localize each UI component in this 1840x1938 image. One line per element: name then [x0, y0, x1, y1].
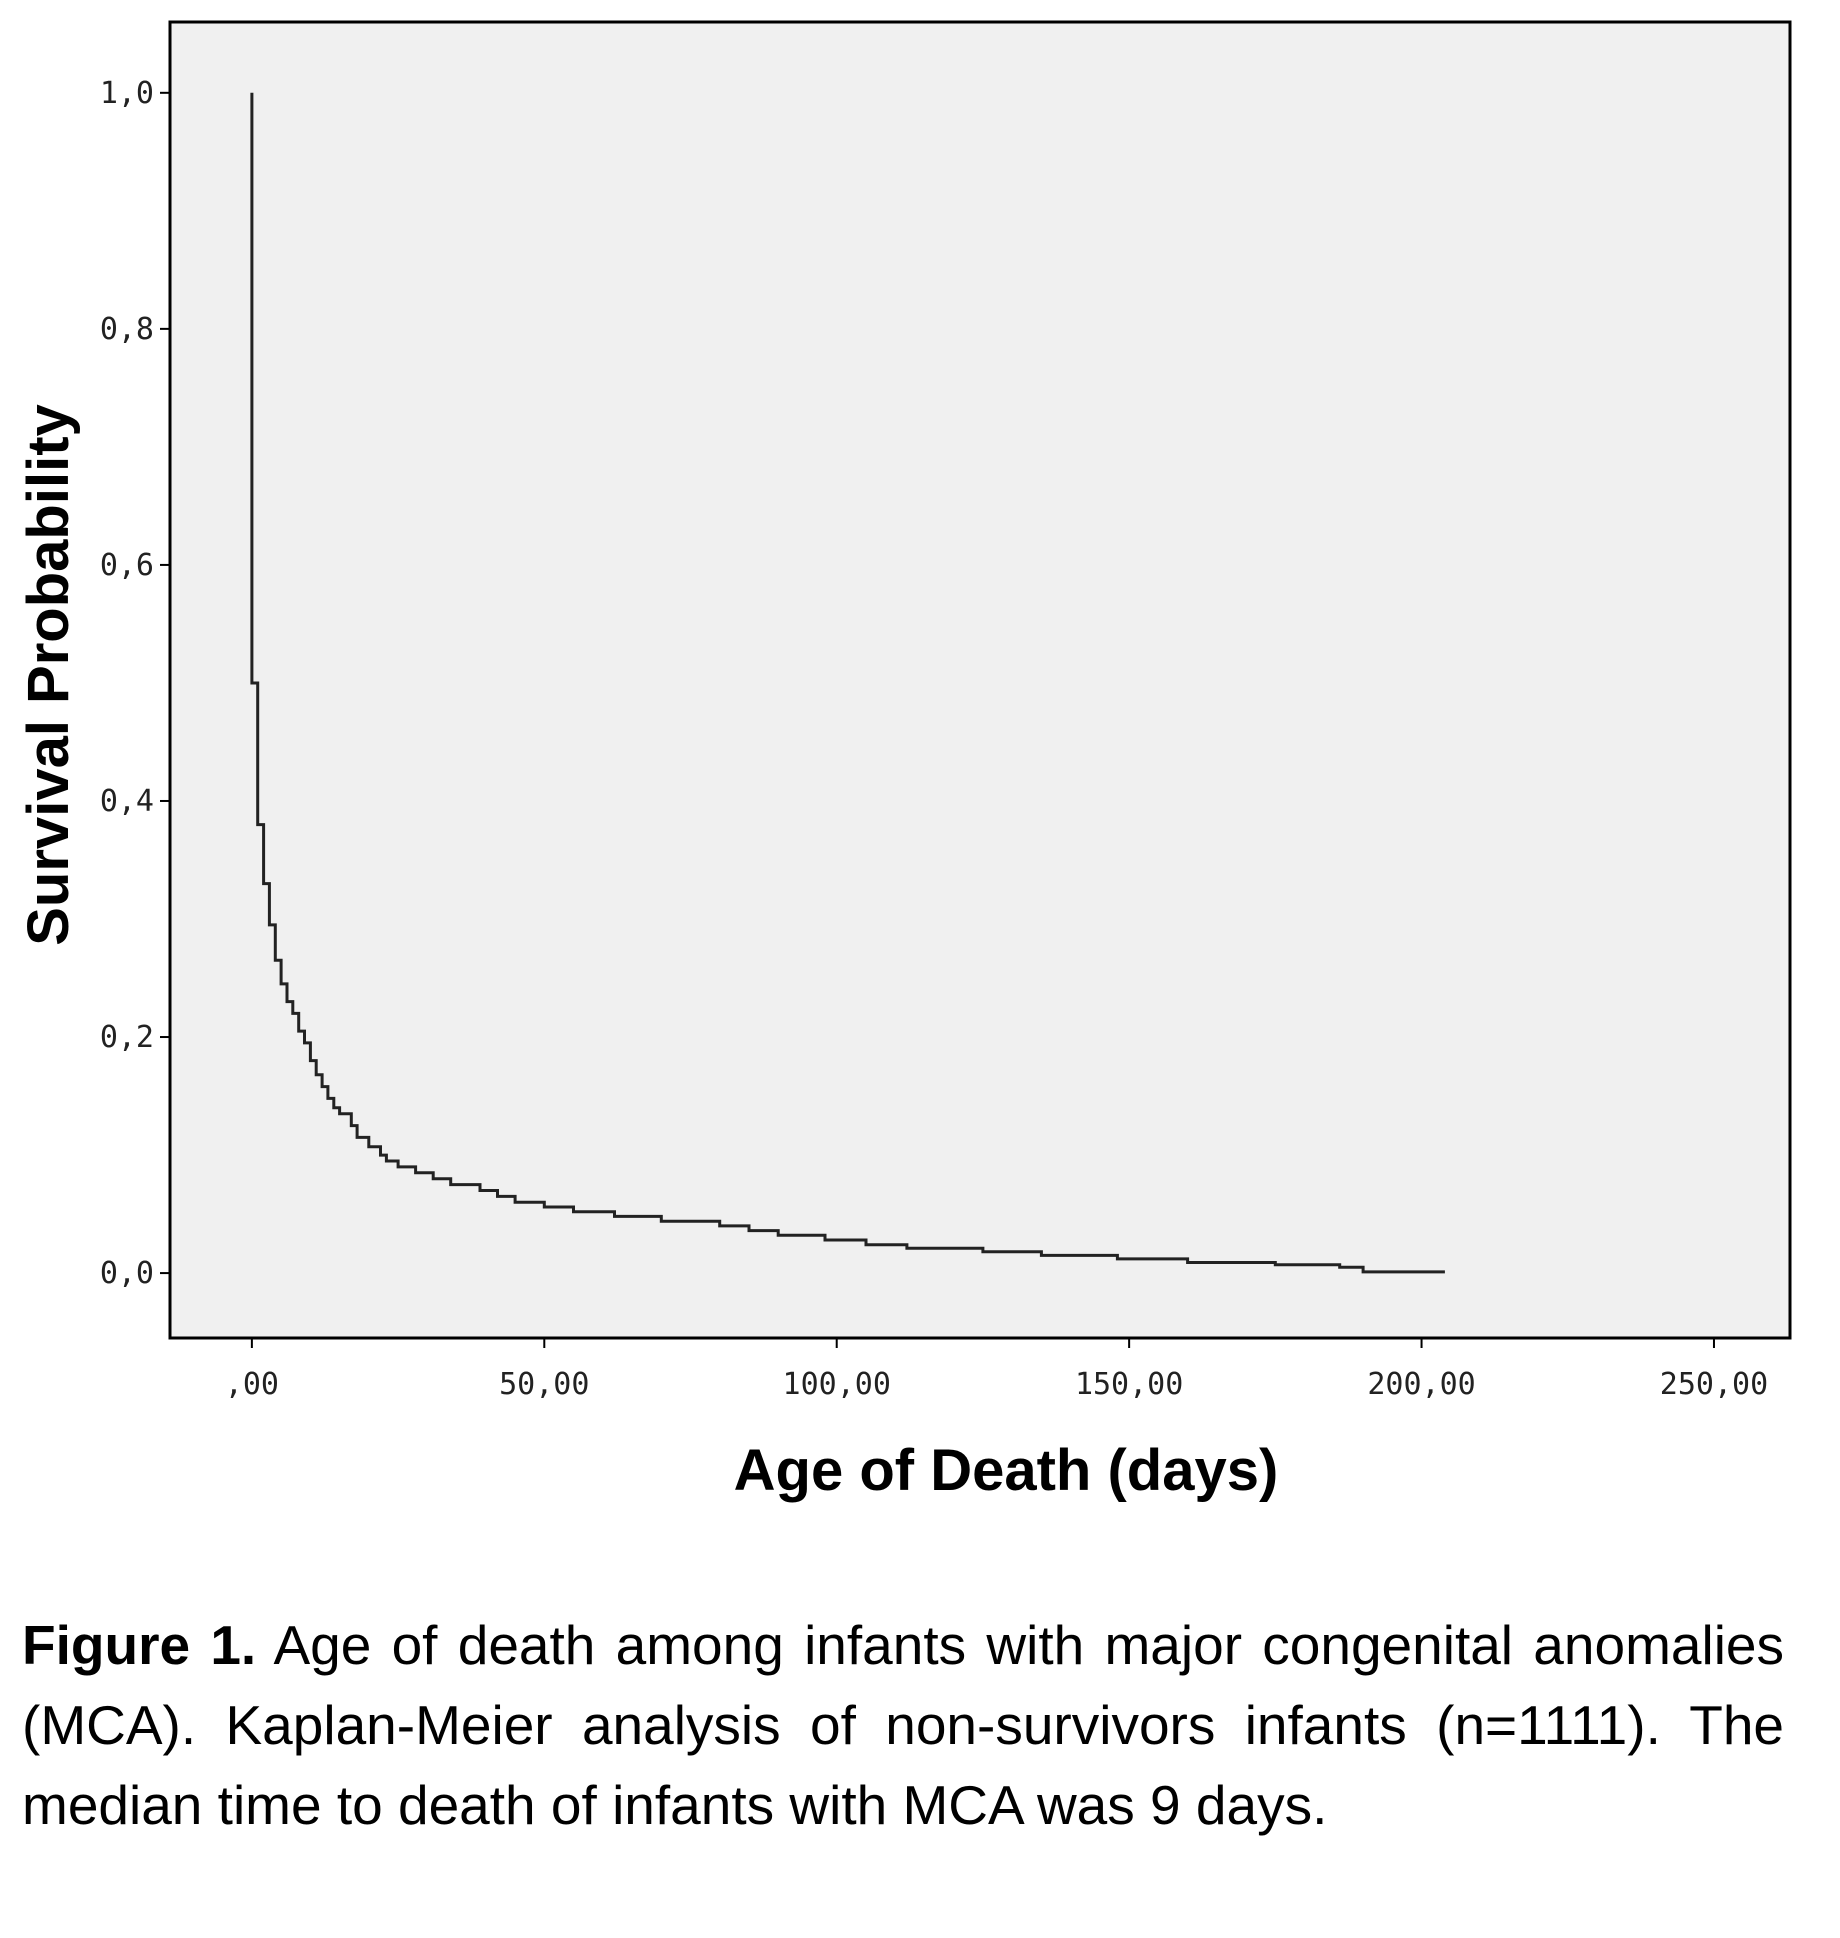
y-axis-title: Survival Probability [16, 404, 81, 946]
x-tick-label: 250,00 [1660, 1367, 1768, 1402]
x-axis: ,00 50,00 100,00 150,00 200,00 250,00 [225, 1338, 1768, 1402]
y-tick-label: 0,2 [100, 1020, 154, 1055]
y-axis: 0,0 0,2 0,4 0,6 0,8 1,0 [100, 76, 170, 1291]
x-tick-label: 100,00 [783, 1367, 891, 1402]
y-tick-label: 1,0 [100, 76, 154, 111]
y-tick-label: 0,6 [100, 548, 154, 583]
survival-curve [250, 92, 1445, 1274]
figure-label: Figure 1. [22, 1614, 257, 1676]
x-axis-title: Age of Death (days) [734, 1438, 1279, 1503]
x-tick-label: 50,00 [499, 1367, 589, 1402]
x-tick-label: 150,00 [1075, 1367, 1183, 1402]
y-tick-label: 0,0 [100, 1256, 154, 1291]
chart: 0,0 0,2 0,4 0,6 0,8 1,0 ,00 50,00 100,00 150,00 2… [16, 20, 1792, 1503]
plot-area [168, 20, 1792, 1340]
y-tick-label: 0,4 [100, 784, 154, 819]
caption-text: Age of death among infants with major co… [22, 1614, 1784, 1836]
y-tick-label: 0,8 [100, 312, 154, 347]
x-tick-label: ,00 [225, 1367, 279, 1402]
x-tick-label: 200,00 [1367, 1367, 1475, 1402]
figure-caption: Figure 1. Age of death among infants wit… [22, 1605, 1784, 1845]
